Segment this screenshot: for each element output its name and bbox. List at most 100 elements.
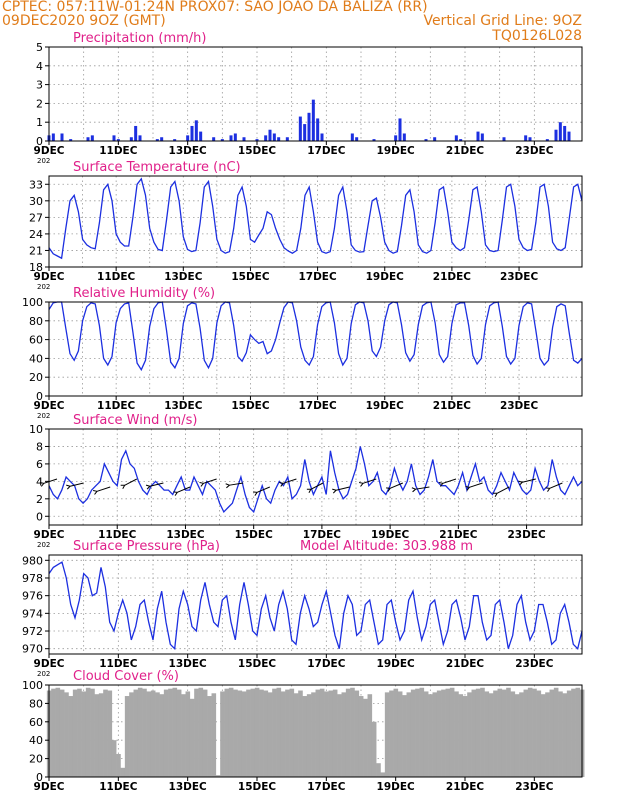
cloud-bar <box>337 694 342 777</box>
cloud-bar <box>471 689 477 777</box>
y-tick-label: 5 <box>36 41 43 54</box>
cloud-bar <box>445 688 451 777</box>
cloud-bar <box>163 689 169 777</box>
cloud-bar <box>85 687 91 777</box>
precip-bar <box>372 139 376 141</box>
x-tick-label: 15DEC <box>231 400 270 412</box>
y-tick-label: 6 <box>36 458 43 471</box>
precip-bar <box>233 133 237 141</box>
cloud-bar <box>319 688 325 777</box>
precip-bar <box>311 99 315 141</box>
cloud-bar <box>480 687 485 777</box>
cloud-bar <box>384 692 390 777</box>
precip-bar <box>229 135 233 141</box>
precip-bar <box>264 135 268 141</box>
x-tick-label: 21DEC <box>446 658 485 670</box>
precip-bar <box>129 137 133 141</box>
wind-arrow <box>283 478 297 484</box>
cloud-bar <box>241 691 247 777</box>
cloud-bar <box>220 691 225 777</box>
y-tick-label: 3 <box>36 79 43 92</box>
cloud-bar <box>419 687 425 777</box>
x-tick-label: 11DEC <box>97 400 136 412</box>
cloud-bar <box>189 698 195 777</box>
precip-bar <box>394 135 398 141</box>
cloud-bar <box>103 689 108 777</box>
wind-arrow-head <box>387 488 391 492</box>
y-tick-label: 8 <box>36 440 43 453</box>
wind-arrow-head <box>466 486 470 491</box>
precip-bar <box>90 135 94 141</box>
wind-arrow-head <box>332 489 337 494</box>
y-tick-label: 0 <box>36 510 43 523</box>
x-tick-label: 15DEC <box>238 145 277 157</box>
vertical-grid-note: Vertical Grid Line: 9OZ <box>423 13 582 29</box>
cloud-bar <box>120 767 126 777</box>
panel-frame <box>48 428 583 526</box>
cloud-bar <box>415 688 420 777</box>
cloud-bar <box>77 688 82 777</box>
x-tick-label: 19DEC <box>366 271 405 283</box>
cloud-bar <box>449 687 455 777</box>
cloud-bar <box>510 691 516 777</box>
cloud-bar <box>345 688 351 777</box>
y-tick-label: 0 <box>36 135 43 148</box>
precip-bar <box>285 137 289 141</box>
y-tick-label: 27 <box>29 211 43 224</box>
x-tick-label: 11DEC <box>99 145 138 157</box>
cloud-bar <box>376 763 381 777</box>
temp-series-line <box>48 177 583 260</box>
cloud-bar <box>289 688 295 777</box>
cloud-bar <box>285 689 290 777</box>
cloud-bar <box>410 689 416 777</box>
cloud-bar <box>116 754 121 777</box>
cloud-bar <box>380 772 386 777</box>
cloud-bar <box>532 688 537 777</box>
cloud-bar <box>393 688 399 777</box>
precip-bar <box>272 133 276 141</box>
cloud-bar <box>215 775 221 777</box>
cloud-bar <box>549 689 555 777</box>
wind-arrow <box>177 486 191 493</box>
cloud-bar <box>402 695 407 777</box>
y-tick-label: 4 <box>36 60 43 73</box>
cloud-bar <box>545 692 550 777</box>
cloud-bar <box>68 696 74 777</box>
y-tick-label: 0 <box>36 771 43 784</box>
y-tick-label: 21 <box>29 244 43 257</box>
cloud-bar <box>358 696 364 777</box>
precip-bar <box>307 112 311 141</box>
run-date: 09DEC2020 9OZ (GMT) <box>2 13 166 29</box>
x-tick-label: 13DEC <box>164 400 203 412</box>
precip-bar <box>190 125 194 141</box>
cloud-bar <box>506 687 511 777</box>
x-tick-label: 13DEC <box>166 529 205 541</box>
wind-arrow-head <box>146 485 151 490</box>
x-tick-label: 23DEC <box>515 658 554 670</box>
cloud-bar <box>553 687 559 777</box>
cloud-bar <box>458 694 464 777</box>
cloud-bar <box>562 693 568 777</box>
y-tick-label: 30 <box>29 195 43 208</box>
cloud-bar <box>72 689 78 777</box>
cloud-bar <box>267 692 273 777</box>
x-tick-label: 23DEC <box>507 529 546 541</box>
precip-bar <box>116 139 120 141</box>
x-tick-label: 21DEC <box>439 529 478 541</box>
y-tick-label: 33 <box>29 178 43 191</box>
y-tick-label: 60 <box>29 334 43 347</box>
temp-title: Surface Temperature (nC) <box>73 160 241 175</box>
cloud-bar <box>367 694 373 777</box>
model-altitude-label: Model Altitude: 303.988 m <box>300 539 473 554</box>
wind-title: Surface Wind (m/s) <box>73 413 197 428</box>
cloud-bar <box>389 690 394 777</box>
cloud-bar <box>332 689 338 777</box>
wind-arrow <box>496 486 510 494</box>
wind-arrow-head <box>226 484 230 489</box>
rh-series-line <box>48 301 583 372</box>
panel-rh: 0 20 40 60 80 100 9DEC 11DEC 13DEC 15DEC 17DEC 19DE… <box>22 286 583 420</box>
x-tick-label: 19DEC <box>366 400 405 412</box>
wind-arrow <box>522 478 536 483</box>
wind-arrow-head <box>66 485 71 490</box>
